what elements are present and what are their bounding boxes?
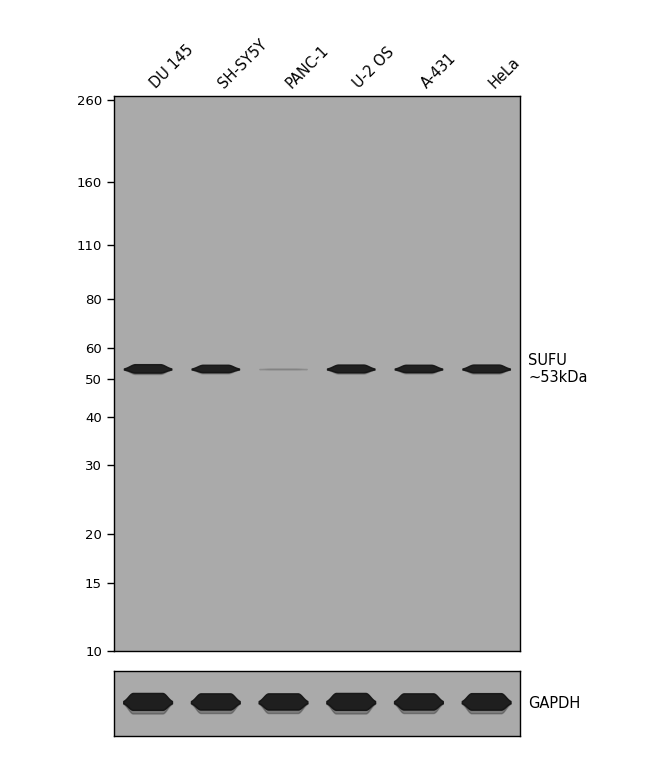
- Text: DU 145: DU 145: [148, 42, 196, 91]
- Text: GAPDH: GAPDH: [528, 696, 580, 711]
- Text: HeLa: HeLa: [486, 54, 523, 91]
- Text: PANC-1: PANC-1: [283, 42, 332, 91]
- Text: U-2 OS: U-2 OS: [351, 44, 397, 91]
- Text: SUFU
~53kDa: SUFU ~53kDa: [528, 353, 588, 386]
- Text: A-431: A-431: [419, 50, 459, 91]
- Text: SH-SY5Y: SH-SY5Y: [215, 36, 270, 91]
